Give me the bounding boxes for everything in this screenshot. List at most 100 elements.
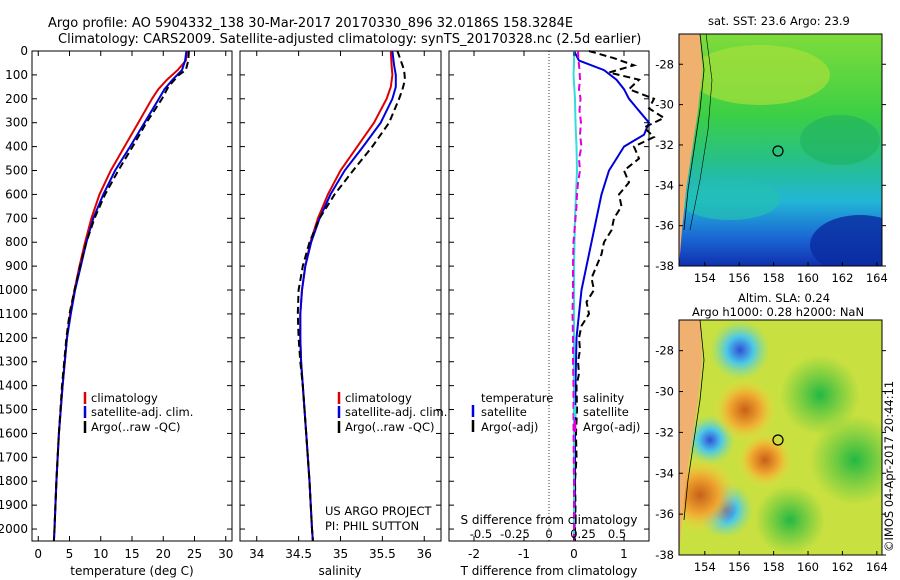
pi-annotation: PI: PHIL SUTTON bbox=[325, 519, 419, 533]
series-line-argo-raw-qc-2 bbox=[52, 50, 190, 542]
s-diff-tick-label: 0.5 bbox=[608, 527, 626, 541]
lon-tick-label: 164 bbox=[866, 271, 888, 285]
lat-tick-label: -32 bbox=[655, 138, 674, 152]
salinity-axes bbox=[239, 50, 442, 542]
temperature-series bbox=[52, 50, 190, 542]
lat-tick-label: -36 bbox=[655, 507, 674, 521]
legend-satellite-adj-s: satellite-adj. clim. bbox=[345, 405, 447, 419]
series-line-argo-adj-1 bbox=[573, 50, 667, 541]
y-tick-label: 1000 bbox=[0, 283, 28, 297]
lon-tick-label: 164 bbox=[866, 560, 888, 574]
x-tick-label: -1 bbox=[518, 547, 530, 561]
sla-argo-location bbox=[772, 434, 784, 446]
lon-tick-label: 162 bbox=[831, 560, 853, 574]
sla-map-subtitle: Argo h1000: 0.28 h2000: NaN bbox=[692, 305, 864, 319]
temperature-axes bbox=[31, 50, 233, 542]
sla-map-ticks: -28 -30 -32 -34 -36 -38 154 156 158 160 162 164 bbox=[655, 344, 888, 574]
difference-axes bbox=[448, 50, 650, 542]
series-line-argo-raw-qc-2 bbox=[296, 50, 407, 542]
x-tick-label: 25 bbox=[187, 547, 202, 561]
lat-tick-label: -30 bbox=[655, 98, 674, 112]
y-tick-label: 1400 bbox=[0, 379, 28, 393]
lon-tick-label: 160 bbox=[797, 271, 819, 285]
difference-xlabel: T difference from climatology bbox=[460, 564, 638, 578]
legend-header-temperature: temperature bbox=[481, 391, 553, 405]
salinity-series bbox=[296, 50, 407, 542]
legend-argo: Argo(..raw -QC) bbox=[91, 420, 181, 434]
legend-satellite-adj: satellite-adj. clim. bbox=[91, 405, 193, 419]
lat-tick-label: -28 bbox=[655, 344, 674, 358]
figure-title: Argo profile: AO 5904332_138 30-Mar-2017… bbox=[48, 16, 573, 31]
lat-tick-label: -34 bbox=[655, 466, 674, 480]
y-tick-label: 2000 bbox=[0, 522, 28, 536]
y-tick-label: 1100 bbox=[0, 307, 28, 321]
y-tick-label: 800 bbox=[5, 235, 28, 249]
x-tick-label: 34 bbox=[249, 547, 264, 561]
y-tick-label: 1900 bbox=[0, 498, 28, 512]
y-tick-label: 500 bbox=[5, 164, 28, 178]
lat-tick-label: -30 bbox=[655, 385, 674, 399]
x-tick-label: 10 bbox=[93, 547, 108, 561]
y-tick-label: 1500 bbox=[0, 403, 28, 417]
lon-tick-label: 160 bbox=[797, 560, 819, 574]
x-tick-label: -2 bbox=[468, 547, 480, 561]
temperature-legend: climatology satellite-adj. clim. Argo(..… bbox=[83, 391, 193, 434]
salinity-ticks: 34 34.5 35 35.5 36 bbox=[240, 50, 441, 561]
series-line-argo-adj-3 bbox=[571, 50, 583, 541]
imos-credit: ©IMOS 04-Apr-2017 20:44:11 bbox=[882, 381, 896, 552]
difference-legend: temperature salinity satellite Argo(-adj… bbox=[471, 391, 640, 434]
sla-map-title: Altim. SLA: 0.24 bbox=[738, 291, 830, 305]
y-tick-label: 1300 bbox=[0, 355, 28, 369]
s-diff-tick-label: -0.25 bbox=[500, 527, 530, 541]
temperature-xlabel: temperature (deg C) bbox=[70, 564, 193, 578]
x-tick-label: 15 bbox=[124, 547, 139, 561]
difference-xlabel-salinity: S difference from climatology bbox=[461, 513, 638, 527]
sla-map-frame bbox=[678, 319, 883, 556]
temperature-ticks: 0 5 10 15 20 25 300100200300400500600700800900… bbox=[0, 44, 233, 561]
y-tick-label: 400 bbox=[5, 140, 28, 154]
s-diff-tick-label: 0.25 bbox=[570, 527, 596, 541]
sst-map-title: sat. SST: 23.6 Argo: 23.9 bbox=[708, 14, 850, 28]
sst-map: sat. SST: 23.6 Argo: 23.9 -28 -30 -32 -34 -3… bbox=[655, 14, 888, 285]
legend-t-argo: Argo(-adj) bbox=[481, 420, 538, 434]
lat-tick-label: -38 bbox=[655, 259, 674, 273]
legend-t-satellite: satellite bbox=[481, 405, 527, 419]
x-tick-label: 5 bbox=[66, 547, 74, 561]
x-tick-label: 0 bbox=[34, 547, 42, 561]
legend-s-argo: Argo(-adj) bbox=[583, 420, 640, 434]
y-tick-label: 1200 bbox=[0, 331, 28, 345]
x-tick-label: 0 bbox=[570, 547, 578, 561]
y-tick-label: 200 bbox=[5, 92, 28, 106]
lon-tick-label: 156 bbox=[728, 560, 750, 574]
lon-tick-label: 154 bbox=[694, 560, 716, 574]
salinity-panel: 34 34.5 35 35.5 36 salinity climatology sate… bbox=[239, 50, 447, 578]
legend-argo-s: Argo(..raw -QC) bbox=[345, 420, 435, 434]
lon-tick-label: 162 bbox=[831, 271, 853, 285]
x-tick-label: 1 bbox=[620, 547, 628, 561]
lat-tick-label: -28 bbox=[655, 57, 674, 71]
project-annotation: US ARGO PROJECT bbox=[325, 504, 433, 518]
lon-tick-label: 156 bbox=[728, 271, 750, 285]
difference-panel: -2 -1 0 1 -0.5 -0.25 0 0.25 0.5 T difference fro… bbox=[448, 50, 667, 578]
y-tick-label: 100 bbox=[5, 68, 28, 82]
difference-ticks: -2 -1 0 1 -0.5 -0.25 0 0.25 0.5 bbox=[449, 50, 649, 561]
x-tick-label: 20 bbox=[156, 547, 171, 561]
difference-series bbox=[571, 50, 667, 541]
sla-map: Altim. SLA: 0.24 Argo h1000: 0.28 h2000:… bbox=[655, 291, 888, 574]
salinity-legend: climatology satellite-adj. clim. Argo(..… bbox=[337, 391, 447, 434]
legend-climatology-s: climatology bbox=[345, 391, 412, 405]
y-tick-label: 300 bbox=[5, 116, 28, 130]
y-tick-label: 0 bbox=[20, 44, 28, 58]
x-tick-label: 35 bbox=[333, 547, 348, 561]
x-tick-label: 35.5 bbox=[369, 547, 396, 561]
s-diff-tick-label: -0.5 bbox=[470, 527, 492, 541]
y-tick-label: 1600 bbox=[0, 426, 28, 440]
lat-tick-label: -34 bbox=[655, 178, 674, 192]
salinity-xlabel: salinity bbox=[318, 564, 361, 578]
sst-argo-location bbox=[772, 145, 784, 157]
lon-tick-label: 154 bbox=[694, 271, 716, 285]
sst-map-ticks: -28 -30 -32 -34 -36 -38 154 156 158 160 162 164 bbox=[655, 57, 888, 285]
y-tick-label: 700 bbox=[5, 211, 28, 225]
lat-tick-label: -36 bbox=[655, 219, 674, 233]
legend-header-salinity: salinity bbox=[583, 391, 624, 405]
